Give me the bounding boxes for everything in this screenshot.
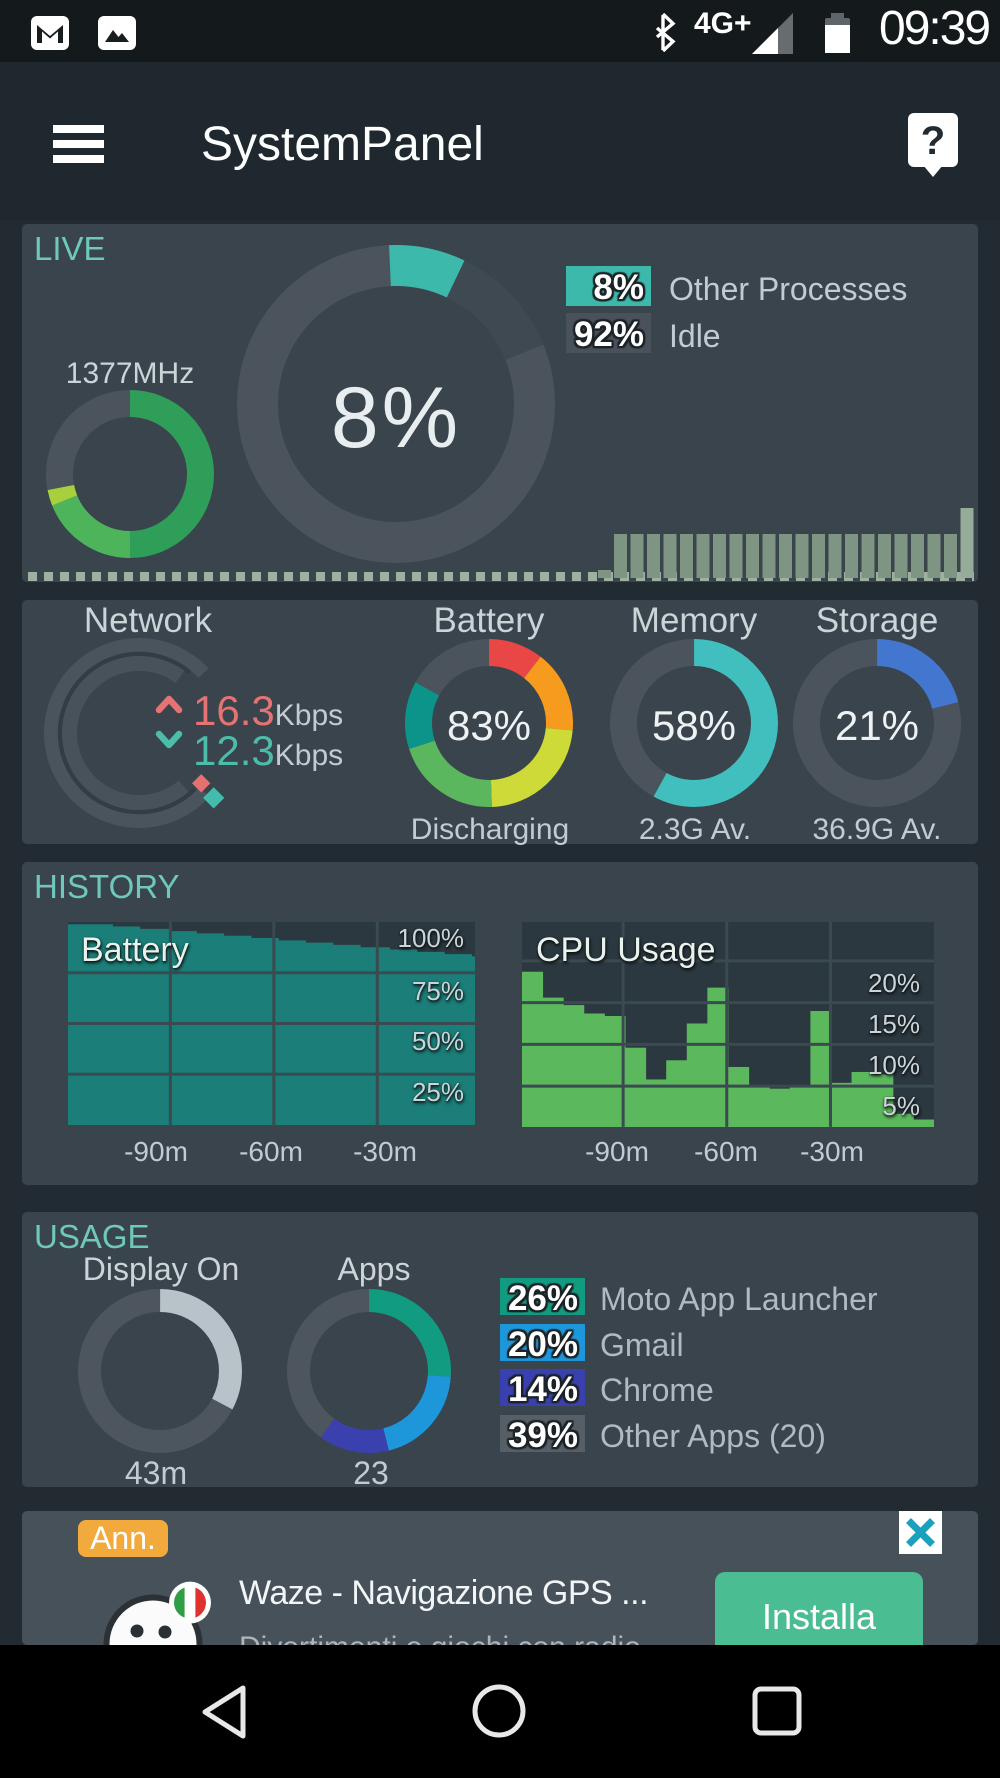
svg-text:8%: 8% <box>331 370 461 466</box>
svg-text:?: ? <box>921 119 945 163</box>
